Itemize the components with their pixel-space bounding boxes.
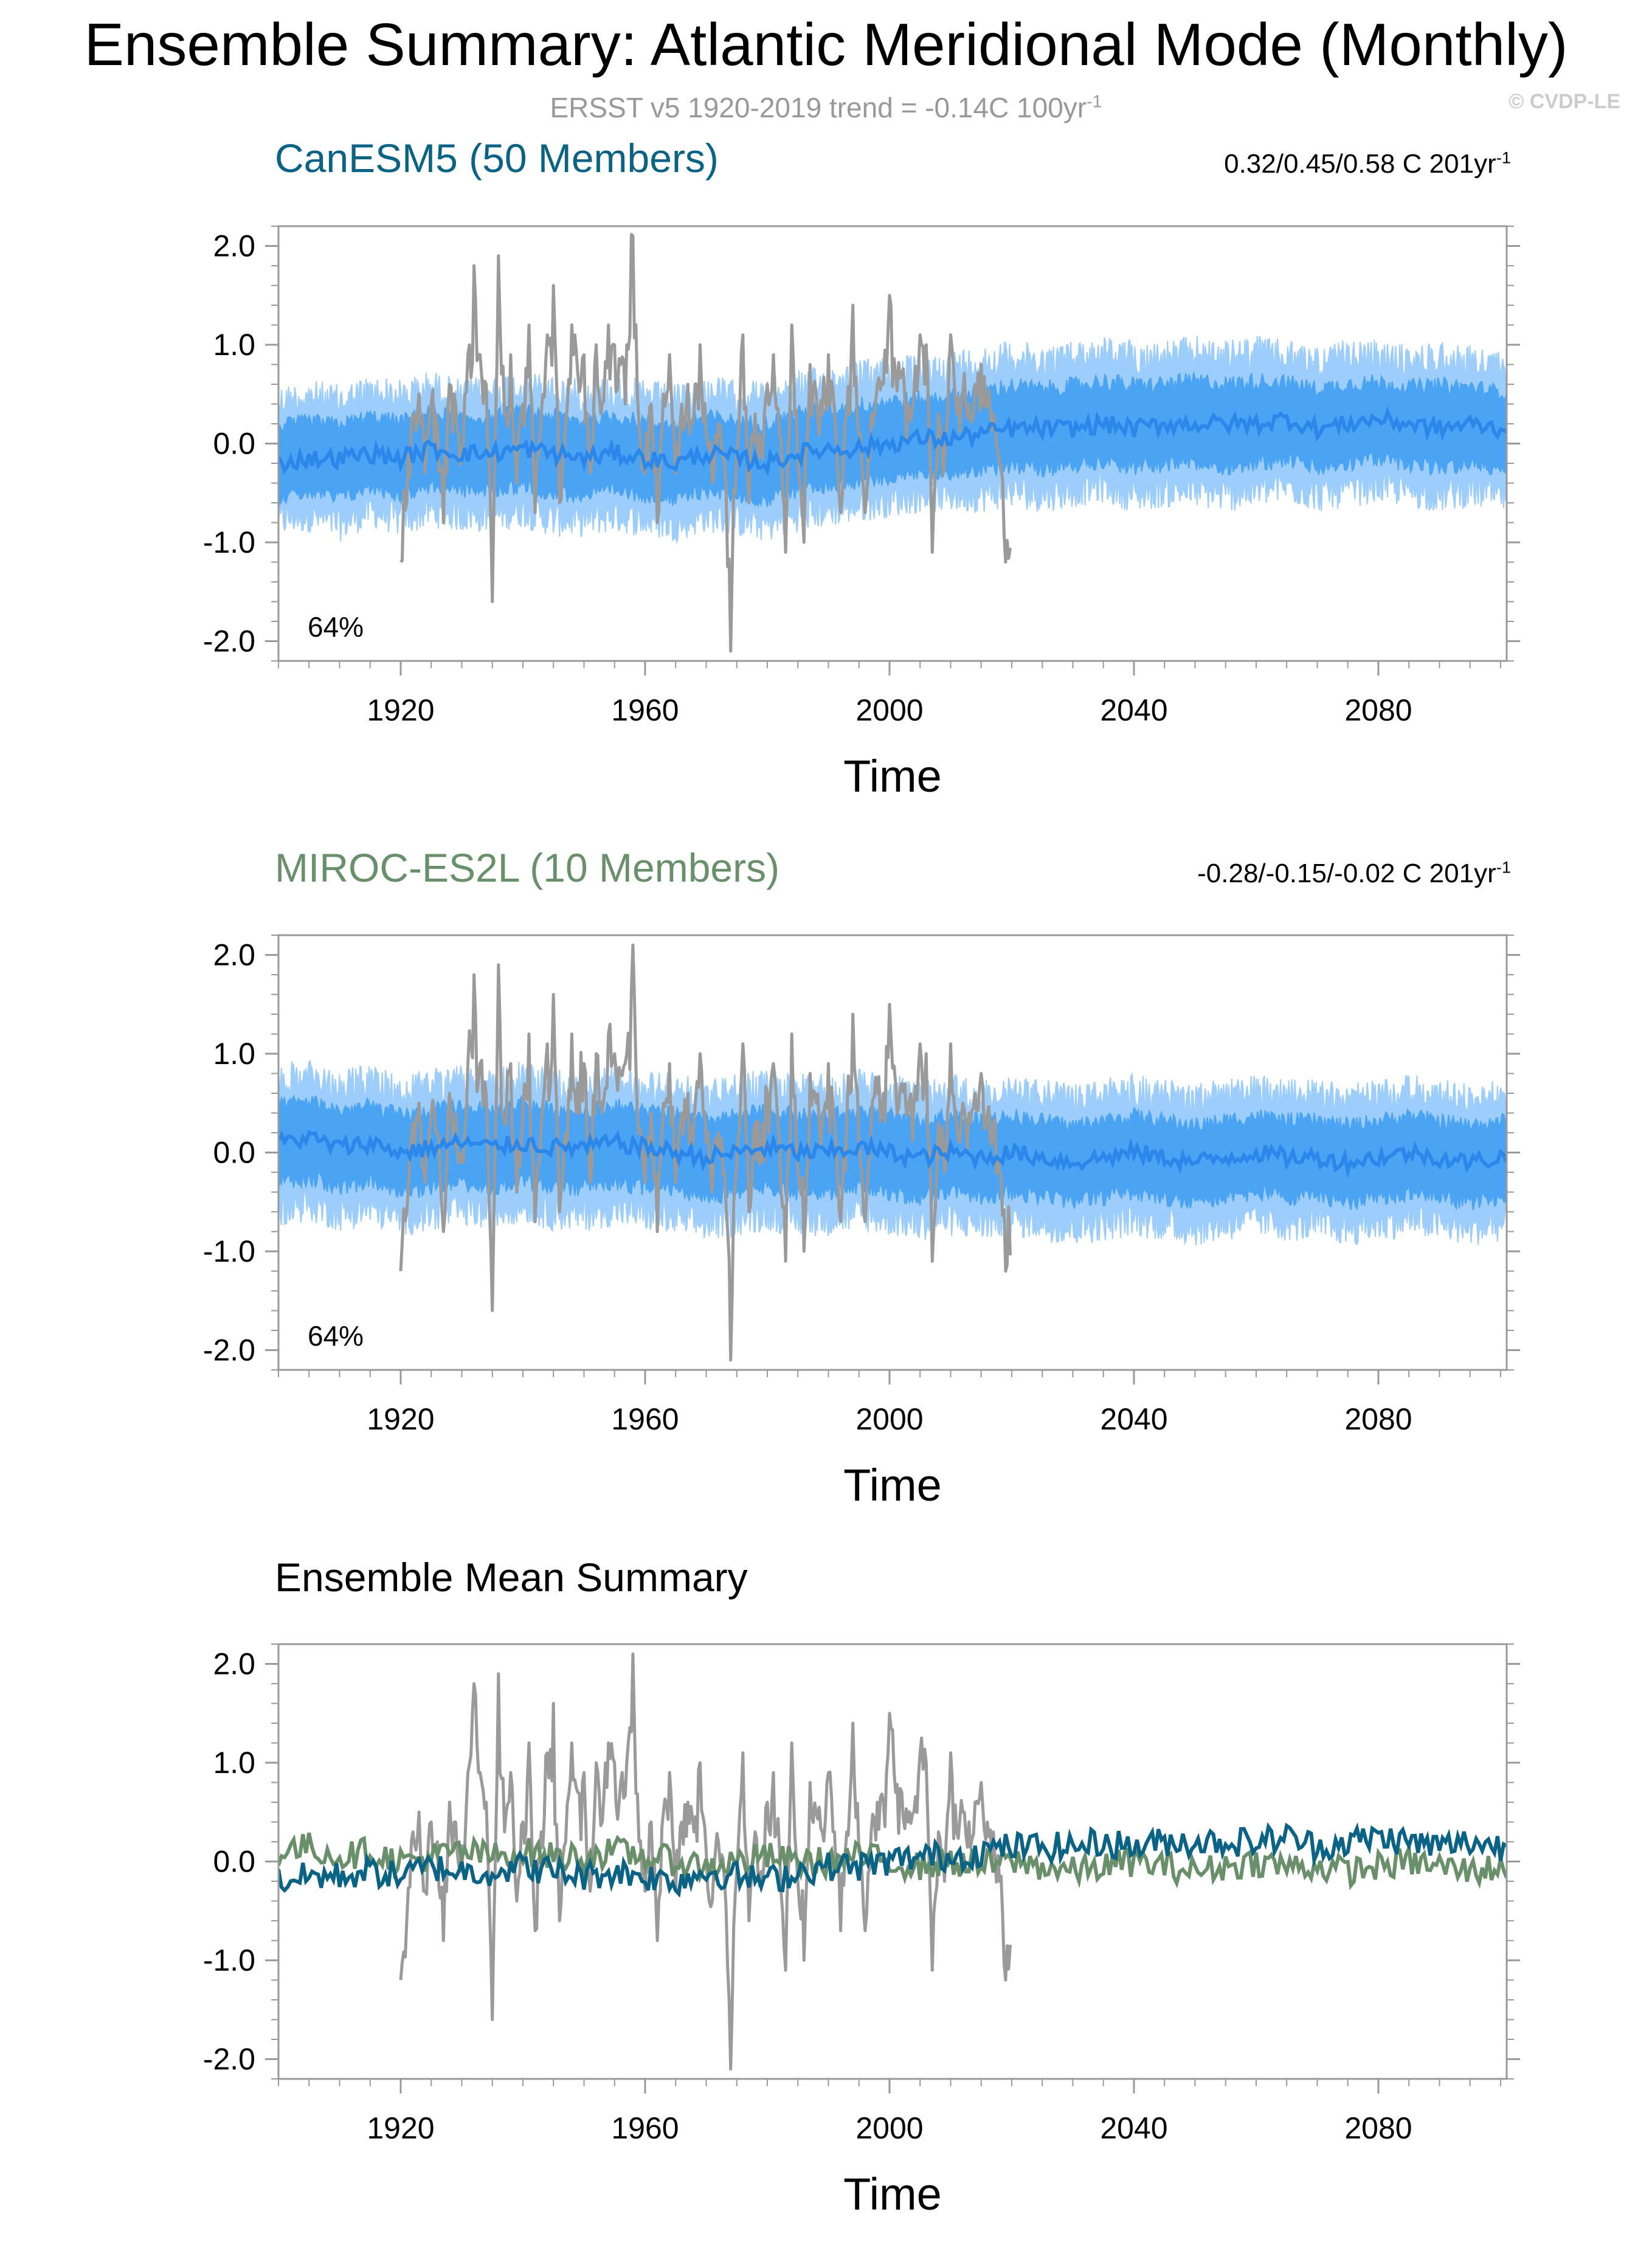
plot-area: [278, 943, 1507, 1362]
y-tick-label: 2.0: [213, 938, 255, 972]
trend-text: 0.32/0.45/0.58 C 201yr: [1224, 149, 1496, 179]
x-axis-label: Time: [843, 2169, 942, 2219]
y-tick-label: 2.0: [213, 1647, 255, 1681]
panel-title-miroc: MIROC-ES2L (10 Members): [275, 845, 780, 890]
miroc-mean-line: [278, 1832, 1507, 1890]
copyright-label: © CVDP-LE: [1509, 90, 1620, 113]
ensemble-mean-line: [278, 1130, 1507, 1178]
x-tick-label: 2000: [855, 1402, 923, 1436]
x-tick-label: 2000: [855, 693, 923, 727]
x-axis-label: Time: [843, 1460, 942, 1510]
subtitle-exponent: -1: [1087, 92, 1102, 112]
y-tick-label: 1.0: [213, 328, 255, 362]
figure-subtitle: ERSST v5 1920-2019 trend = -0.14C 100yr-…: [0, 91, 1652, 124]
x-tick-label: 2040: [1100, 693, 1167, 727]
y-tick-label: 0.0: [213, 427, 255, 461]
trend-exponent: -1: [1496, 148, 1511, 167]
y-tick-label: -2.0: [203, 2042, 255, 2076]
subtitle-text: ERSST v5 1920-2019 trend = -0.14C 100yr: [550, 92, 1087, 123]
x-tick-label: 1920: [367, 693, 434, 727]
x-tick-label: 1960: [611, 693, 679, 727]
y-tick-label: 2.0: [213, 229, 255, 263]
x-tick-label: 2000: [855, 2111, 923, 2145]
y-tick-label: -2.0: [203, 624, 255, 659]
plot-area: [278, 233, 1507, 653]
panel-trend-canesm5: 0.32/0.45/0.58 C 201yr-1: [1224, 149, 1511, 179]
y-tick-label: -1.0: [203, 525, 255, 559]
x-tick-label: 2080: [1344, 1402, 1412, 1436]
x-tick-label: 1920: [367, 1402, 434, 1436]
y-tick-label: 1.0: [213, 1746, 255, 1780]
observations-line: [399, 233, 1012, 653]
plot-area: [278, 1652, 1507, 2071]
percent-annotation: 64%: [308, 1320, 364, 1352]
x-axis-label: Time: [843, 751, 942, 801]
trend-text: -0.28/-0.15/-0.02 C 201yr: [1197, 859, 1496, 888]
canesm5-mean-line: [278, 1822, 1507, 1898]
y-tick-label: -1.0: [203, 1943, 255, 1977]
panel-title-summary: Ensemble Mean Summary: [275, 1555, 748, 1600]
figure-title: Ensemble Summary: Atlantic Meridional Mo…: [84, 11, 1568, 78]
y-tick-label: 0.0: [213, 1845, 255, 1879]
ensemble-mean-line: [278, 406, 1507, 477]
x-tick-label: 1960: [611, 2111, 679, 2145]
x-tick-label: 2040: [1100, 2111, 1167, 2145]
panel-trend-miroc: -0.28/-0.15/-0.02 C 201yr-1: [1197, 859, 1511, 889]
x-tick-label: 1920: [367, 2111, 434, 2145]
observations-line: [399, 943, 1012, 1362]
x-tick-label: 2040: [1100, 1402, 1167, 1436]
x-tick-label: 2080: [1344, 2111, 1412, 2145]
y-tick-label: 0.0: [213, 1136, 255, 1170]
observations-line: [399, 1652, 1012, 2071]
y-tick-label: -1.0: [203, 1234, 255, 1268]
percent-annotation: 64%: [308, 611, 364, 643]
y-tick-label: 1.0: [213, 1037, 255, 1071]
x-tick-label: 1960: [611, 1402, 679, 1436]
trend-exponent: -1: [1496, 857, 1511, 877]
y-tick-label: -2.0: [203, 1333, 255, 1367]
x-tick-label: 2080: [1344, 693, 1412, 727]
panel-title-canesm5: CanESM5 (50 Members): [275, 136, 719, 181]
